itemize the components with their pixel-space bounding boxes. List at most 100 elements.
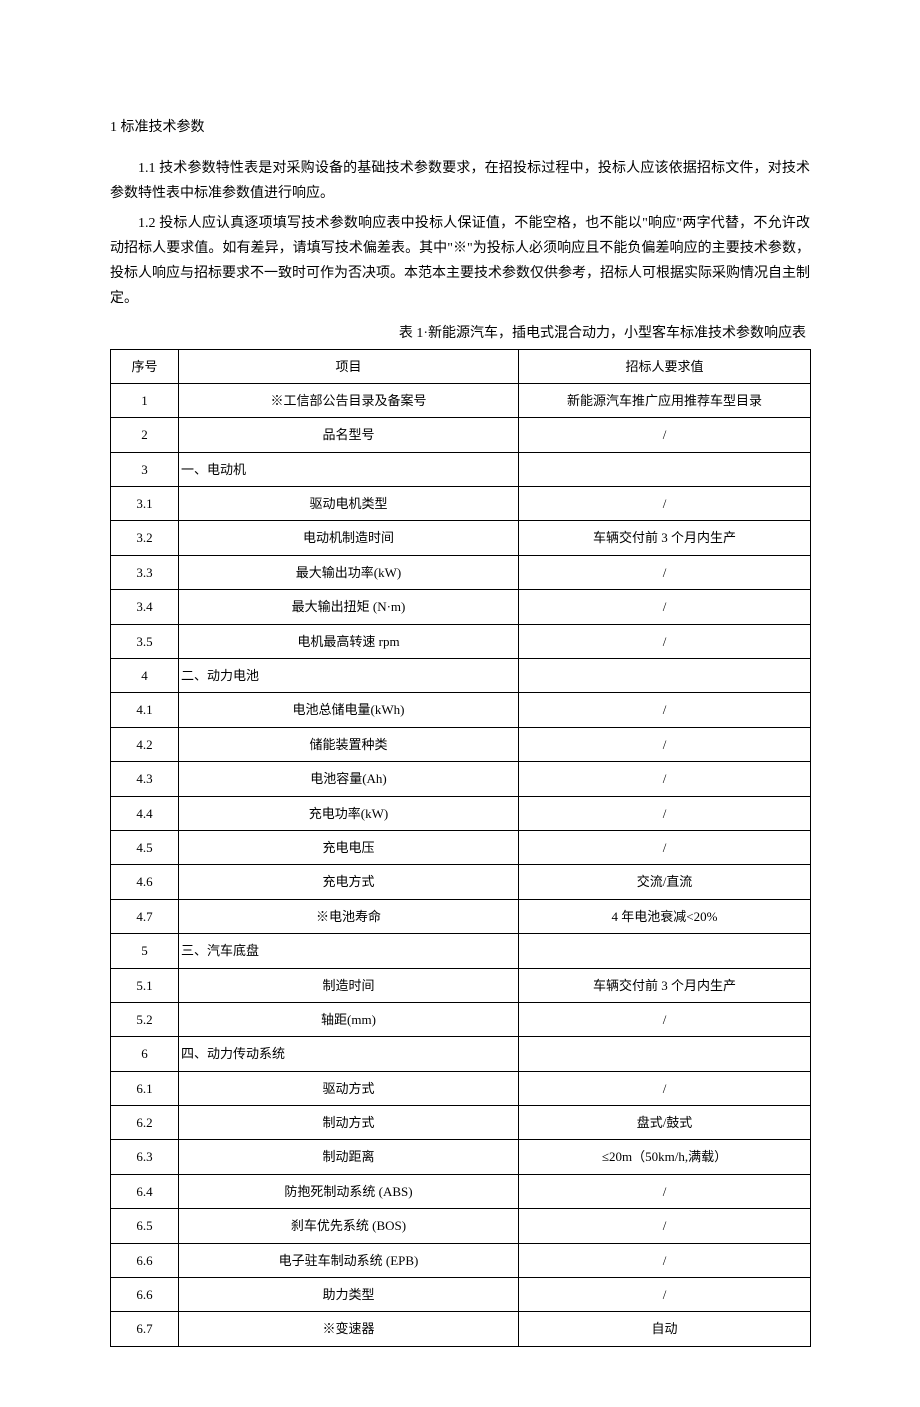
cell-item: 电子驻车制动系统 (EPB) xyxy=(179,1243,519,1277)
cell-seq: 4.2 xyxy=(111,727,179,761)
table-row: 6.2制动方式盘式/鼓式 xyxy=(111,1106,811,1140)
cell-seq: 6 xyxy=(111,1037,179,1071)
cell-requirement: 交流/直流 xyxy=(519,865,811,899)
cell-requirement: / xyxy=(519,555,811,589)
cell-item: 品名型号 xyxy=(179,418,519,452)
table-caption: 表 1·新能源汽车，插电式混合动力，小型客车标准技术参数响应表 xyxy=(110,321,810,346)
cell-requirement: 盘式/鼓式 xyxy=(519,1106,811,1140)
cell-item: 最大输出扭矩 (N·m) xyxy=(179,590,519,624)
table-row: 4.6充电方式交流/直流 xyxy=(111,865,811,899)
table-row: 4.1电池总储电量(kWh)/ xyxy=(111,693,811,727)
table-row: 5.2轴距(mm)/ xyxy=(111,1002,811,1036)
table-row: 5.1制造时间车辆交付前 3 个月内生产 xyxy=(111,968,811,1002)
table-body: 1※工信部公告目录及备案号新能源汽车推广应用推荐车型目录2品名型号/3一、电动机… xyxy=(111,383,811,1346)
paragraph-group: 1.2 投标人应认真逐项填写技术参数响应表中投标人保证值，不能空格，也不能以"响… xyxy=(110,211,810,312)
table-row: 4.7※电池寿命4 年电池衰减<20% xyxy=(111,899,811,933)
cell-item: 充电电压 xyxy=(179,830,519,864)
table-row: 3.1驱动电机类型/ xyxy=(111,487,811,521)
cell-item: 制动方式 xyxy=(179,1106,519,1140)
table-row: 4.3电池容量(Ah)/ xyxy=(111,762,811,796)
section-heading: 1 标准技术参数 xyxy=(110,115,810,140)
cell-item: 电池总储电量(kWh) xyxy=(179,693,519,727)
table-row: 4.4充电功率(kW)/ xyxy=(111,796,811,830)
table-row: 6.5刹车优先系统 (BOS)/ xyxy=(111,1209,811,1243)
cell-item: 充电功率(kW) xyxy=(179,796,519,830)
cell-seq: 6.5 xyxy=(111,1209,179,1243)
cell-item: 储能装置种类 xyxy=(179,727,519,761)
cell-item: 助力类型 xyxy=(179,1278,519,1312)
cell-seq: 5.1 xyxy=(111,968,179,1002)
cell-item: 最大输出功率(kW) xyxy=(179,555,519,589)
cell-requirement: / xyxy=(519,1071,811,1105)
cell-seq: 6.3 xyxy=(111,1140,179,1174)
table-row: 3.2电动机制造时间车辆交付前 3 个月内生产 xyxy=(111,521,811,555)
cell-seq: 3.5 xyxy=(111,624,179,658)
col-header-requirement: 招标人要求值 xyxy=(519,349,811,383)
cell-seq: 6.1 xyxy=(111,1071,179,1105)
cell-seq: 3.1 xyxy=(111,487,179,521)
table-row: 3.3最大输出功率(kW)/ xyxy=(111,555,811,589)
cell-requirement xyxy=(519,452,811,486)
cell-requirement xyxy=(519,934,811,968)
cell-requirement: / xyxy=(519,1243,811,1277)
cell-requirement: / xyxy=(519,762,811,796)
cell-requirement: / xyxy=(519,796,811,830)
cell-item: 驱动电机类型 xyxy=(179,487,519,521)
table-row: 6.1驱动方式/ xyxy=(111,1071,811,1105)
table-row: 2品名型号/ xyxy=(111,418,811,452)
cell-seq: 6.7 xyxy=(111,1312,179,1346)
cell-requirement: / xyxy=(519,727,811,761)
cell-seq: 4.1 xyxy=(111,693,179,727)
cell-requirement: / xyxy=(519,418,811,452)
cell-requirement xyxy=(519,659,811,693)
cell-requirement: 4 年电池衰减<20% xyxy=(519,899,811,933)
cell-seq: 3.2 xyxy=(111,521,179,555)
cell-seq: 4.5 xyxy=(111,830,179,864)
cell-item: 轴距(mm) xyxy=(179,1002,519,1036)
table-row: 3一、电动机 xyxy=(111,452,811,486)
cell-seq: 3.3 xyxy=(111,555,179,589)
cell-requirement: / xyxy=(519,830,811,864)
table-row: 1※工信部公告目录及备案号新能源汽车推广应用推荐车型目录 xyxy=(111,383,811,417)
cell-requirement: / xyxy=(519,590,811,624)
cell-seq: 5.2 xyxy=(111,1002,179,1036)
cell-requirement: / xyxy=(519,1209,811,1243)
cell-requirement: / xyxy=(519,1002,811,1036)
cell-seq: 6.2 xyxy=(111,1106,179,1140)
table-row: 3.5电机最高转速 rpm/ xyxy=(111,624,811,658)
cell-requirement: / xyxy=(519,1174,811,1208)
table-row: 6.6电子驻车制动系统 (EPB)/ xyxy=(111,1243,811,1277)
cell-item: 充电方式 xyxy=(179,865,519,899)
cell-item: ※工信部公告目录及备案号 xyxy=(179,383,519,417)
cell-item: ※电池寿命 xyxy=(179,899,519,933)
cell-requirement: 车辆交付前 3 个月内生产 xyxy=(519,968,811,1002)
col-header-item: 项目 xyxy=(179,349,519,383)
cell-requirement: / xyxy=(519,693,811,727)
table-row: 6.7※变速器自动 xyxy=(111,1312,811,1346)
table-row: 6四、动力传动系统 xyxy=(111,1037,811,1071)
cell-requirement: 新能源汽车推广应用推荐车型目录 xyxy=(519,383,811,417)
table-row: 6.6助力类型/ xyxy=(111,1278,811,1312)
cell-item: 三、汽车底盘 xyxy=(179,934,519,968)
table-header-row: 序号 项目 招标人要求值 xyxy=(111,349,811,383)
table-row: 6.3制动距离≤20m（50km/h,满载） xyxy=(111,1140,811,1174)
paragraph-group: 1.1 技术参数特性表是对采购设备的基础技术参数要求，在招投标过程中，投标人应该… xyxy=(110,156,810,206)
cell-seq: 4.4 xyxy=(111,796,179,830)
cell-seq: 3 xyxy=(111,452,179,486)
cell-seq: 6.6 xyxy=(111,1243,179,1277)
cell-item: 驱动方式 xyxy=(179,1071,519,1105)
cell-item: 电池容量(Ah) xyxy=(179,762,519,796)
cell-item: 防抱死制动系统 (ABS) xyxy=(179,1174,519,1208)
cell-seq: 4.3 xyxy=(111,762,179,796)
cell-item: 电动机制造时间 xyxy=(179,521,519,555)
cell-item: 刹车优先系统 (BOS) xyxy=(179,1209,519,1243)
table-row: 4.5充电电压/ xyxy=(111,830,811,864)
col-header-seq: 序号 xyxy=(111,349,179,383)
spec-table: 序号 项目 招标人要求值 1※工信部公告目录及备案号新能源汽车推广应用推荐车型目… xyxy=(110,349,811,1347)
cell-seq: 4.7 xyxy=(111,899,179,933)
cell-seq: 2 xyxy=(111,418,179,452)
paragraph-2: 1.2 投标人应认真逐项填写技术参数响应表中投标人保证值，不能空格，也不能以"响… xyxy=(110,211,810,312)
cell-item: 制造时间 xyxy=(179,968,519,1002)
cell-item: 制动距离 xyxy=(179,1140,519,1174)
cell-item: 一、电动机 xyxy=(179,452,519,486)
